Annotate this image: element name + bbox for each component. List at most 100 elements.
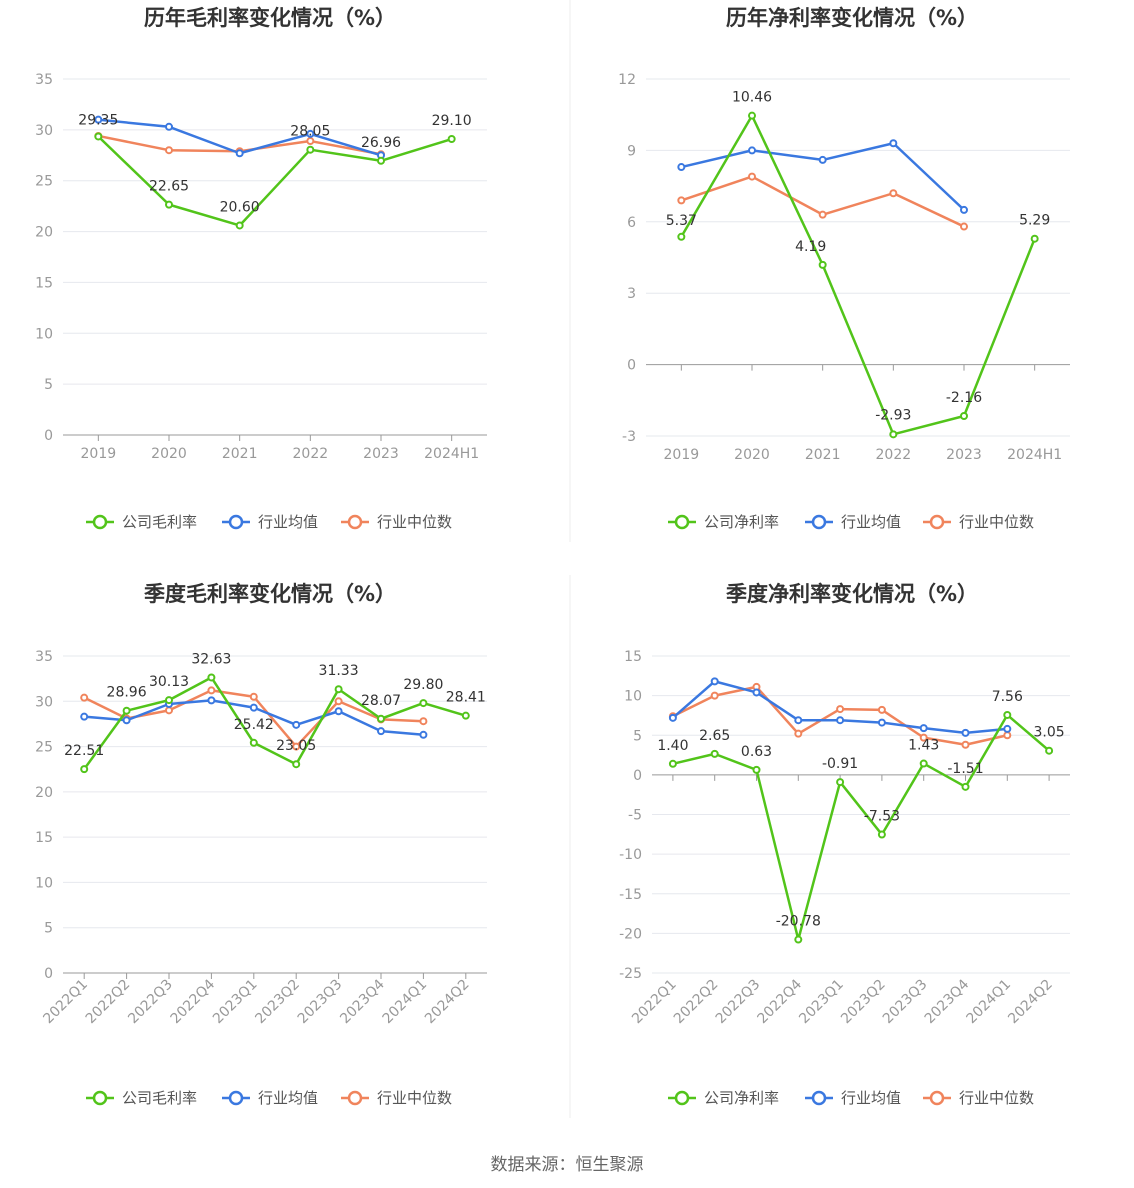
series-line-median bbox=[680, 175, 965, 228]
data-point-avg bbox=[961, 728, 970, 737]
data-source-note: 数据来源：恒生聚源 bbox=[490, 1155, 644, 1175]
y-tick-label: 0 bbox=[44, 966, 53, 982]
y-tick-label: 35 bbox=[35, 649, 53, 665]
data-point-company bbox=[919, 759, 928, 768]
y-tick-label: 6 bbox=[627, 215, 636, 231]
data-point-median bbox=[165, 706, 173, 715]
data-label: 20.60 bbox=[220, 199, 260, 215]
legend-label-avg: 行业均值 bbox=[258, 1089, 318, 1107]
legend-marker-median bbox=[347, 514, 363, 530]
data-point-company bbox=[677, 232, 686, 241]
data-label: 28.96 bbox=[107, 685, 147, 701]
y-tick-label: 30 bbox=[35, 694, 53, 710]
data-point-company bbox=[165, 200, 173, 209]
data-point-company bbox=[122, 706, 131, 715]
data-label: 1.43 bbox=[908, 738, 939, 754]
data-point-avg bbox=[122, 716, 131, 725]
x-tick-label: 2022Q2 bbox=[671, 977, 722, 1028]
data-point-avg bbox=[292, 720, 301, 729]
y-tick-label: 5 bbox=[44, 921, 53, 937]
data-point-median bbox=[919, 733, 928, 742]
data-point-avg bbox=[677, 163, 686, 172]
data-label: 29.80 bbox=[403, 677, 443, 693]
data-point-avg bbox=[94, 115, 103, 124]
data-point-median bbox=[960, 222, 968, 231]
data-label: 28.41 bbox=[446, 690, 486, 706]
data-point-company bbox=[292, 760, 301, 769]
x-tick-label: 2022Q1 bbox=[40, 977, 91, 1028]
data-label: 32.63 bbox=[191, 651, 231, 667]
series-line-company bbox=[680, 114, 1036, 436]
data-point-median bbox=[710, 691, 719, 700]
data-point-company bbox=[249, 738, 258, 747]
data-label: 5.29 bbox=[1019, 213, 1050, 229]
data-label: 26.96 bbox=[361, 135, 401, 151]
y-tick-label: 0 bbox=[633, 768, 642, 784]
x-tick-label: 2022Q1 bbox=[629, 977, 680, 1028]
x-tick-label: 2024H1 bbox=[1007, 447, 1062, 463]
data-point-company bbox=[668, 759, 677, 768]
y-tick-label: -5 bbox=[628, 808, 642, 824]
data-point-company bbox=[748, 111, 756, 120]
x-tick-label: 2022Q4 bbox=[755, 976, 806, 1027]
data-point-avg bbox=[960, 205, 968, 214]
x-tick-label: 2022 bbox=[876, 447, 912, 463]
y-tick-label: 25 bbox=[35, 174, 53, 190]
legend-marker-company bbox=[92, 1090, 108, 1106]
data-point-company bbox=[377, 714, 385, 723]
data-point-median bbox=[818, 210, 827, 219]
data-point-company bbox=[889, 430, 898, 439]
y-tick-label: 10 bbox=[35, 875, 53, 891]
data-point-company bbox=[1045, 746, 1054, 755]
x-tick-label: 2020 bbox=[151, 446, 187, 462]
y-tick-label: -10 bbox=[619, 847, 642, 863]
legend-marker-median bbox=[929, 1090, 945, 1106]
chart-4: 季度净利率变化情况（%）-25-20-15-10-50510152022Q120… bbox=[619, 582, 1070, 1107]
data-label: 3.05 bbox=[1034, 725, 1065, 741]
x-tick-label: 2023Q3 bbox=[880, 977, 931, 1028]
legend-label-company: 公司毛利率 bbox=[122, 513, 197, 531]
legend-marker-median bbox=[347, 1090, 363, 1106]
x-tick-label: 2024H1 bbox=[424, 446, 479, 462]
x-tick-label: 2023 bbox=[363, 446, 399, 462]
data-point-avg bbox=[668, 713, 677, 722]
series-line-company bbox=[83, 676, 467, 770]
x-tick-label: 2024Q2 bbox=[1005, 977, 1056, 1028]
legend-marker-company bbox=[92, 514, 108, 530]
data-point-company bbox=[818, 260, 827, 269]
y-tick-label: 30 bbox=[35, 123, 53, 139]
legend-label-company: 公司净利率 bbox=[704, 1089, 779, 1107]
y-tick-label: -20 bbox=[619, 926, 642, 942]
data-label: 5.37 bbox=[666, 213, 697, 229]
x-tick-label: 2023 bbox=[946, 447, 982, 463]
data-point-company bbox=[461, 711, 470, 720]
data-point-avg bbox=[889, 139, 898, 148]
legend-marker-median bbox=[929, 514, 945, 530]
data-point-avg bbox=[419, 730, 428, 739]
data-point-company bbox=[334, 685, 343, 694]
chart-1: 历年毛利率变化情况（%） 0 5 10 15 20 25 30 35 2019 2020 2021 20… bbox=[35, 6, 487, 531]
data-label: 22.51 bbox=[64, 743, 104, 759]
data-label: 0.63 bbox=[741, 744, 772, 760]
data-point-company bbox=[377, 156, 385, 165]
legend-marker-avg bbox=[228, 514, 244, 530]
chart-title: 季度净利率变化情况（%） bbox=[726, 582, 978, 606]
legend-label-company: 公司毛利率 bbox=[122, 1089, 197, 1107]
data-point-avg bbox=[80, 712, 89, 721]
x-tick-label: 2022 bbox=[293, 446, 329, 462]
data-point-company bbox=[165, 696, 173, 705]
data-point-median bbox=[165, 146, 173, 155]
data-point-company bbox=[447, 135, 456, 144]
x-tick-label: 2022Q4 bbox=[168, 976, 219, 1027]
legend-marker-avg bbox=[811, 514, 827, 530]
legend-label-avg: 行业均值 bbox=[841, 1089, 901, 1107]
data-label: 25.42 bbox=[234, 717, 274, 733]
data-label: 7.56 bbox=[992, 689, 1023, 705]
data-point-company bbox=[960, 412, 968, 421]
data-point-median bbox=[677, 196, 686, 205]
data-point-avg bbox=[836, 716, 845, 725]
data-point-company bbox=[419, 699, 428, 708]
data-label: 29.10 bbox=[432, 113, 472, 129]
x-tick-label: 2024Q1 bbox=[380, 977, 431, 1028]
y-tick-label: 5 bbox=[633, 728, 642, 744]
